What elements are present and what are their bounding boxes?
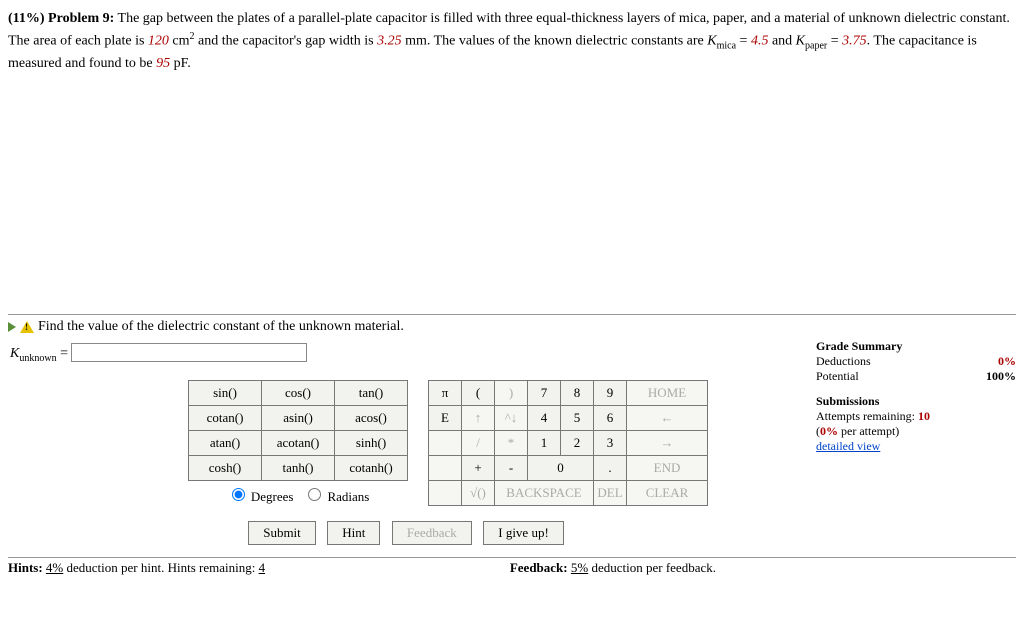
fn-sinh[interactable]: sinh() (335, 431, 408, 456)
submit-button[interactable]: Submit (248, 521, 316, 545)
number-pad: π ( ) 7 8 9 HOME E ↑ ^↓ 4 5 6 ← (428, 380, 708, 506)
key-7[interactable]: 7 (528, 381, 561, 406)
key-home[interactable]: HOME (627, 381, 708, 406)
action-buttons: Submit Hint Feedback I give up! (8, 521, 804, 545)
key-mul[interactable]: * (495, 431, 528, 456)
part-header: Find the value of the dielectric constan… (8, 314, 1016, 337)
key-blank2 (429, 456, 462, 481)
key-backspace[interactable]: BACKSPACE (495, 481, 594, 506)
warning-icon (20, 321, 34, 333)
fn-tan[interactable]: tan() (335, 381, 408, 406)
mode-radians[interactable]: Radians (303, 489, 369, 504)
key-end[interactable]: END (627, 456, 708, 481)
key-0[interactable]: 0 (528, 456, 594, 481)
key-1[interactable]: 1 (528, 431, 561, 456)
key-5[interactable]: 5 (561, 406, 594, 431)
key-lparen[interactable]: ( (462, 381, 495, 406)
key-dot[interactable]: . (594, 456, 627, 481)
fn-cotanh[interactable]: cotanh() (335, 456, 408, 481)
key-minus[interactable]: - (495, 456, 528, 481)
key-4[interactable]: 4 (528, 406, 561, 431)
key-8[interactable]: 8 (561, 381, 594, 406)
key-clear[interactable]: CLEAR (627, 481, 708, 506)
key-down[interactable]: ^↓ (495, 406, 528, 431)
fn-tanh[interactable]: tanh() (262, 456, 335, 481)
key-6[interactable]: 6 (594, 406, 627, 431)
play-icon[interactable] (8, 322, 16, 332)
mode-degrees[interactable]: Degrees (227, 489, 294, 504)
key-9[interactable]: 9 (594, 381, 627, 406)
function-pad: sin() cos() tan() cotan() asin() acos() … (188, 380, 408, 507)
key-blank1 (429, 431, 462, 456)
key-blank3 (429, 481, 462, 506)
grade-summary: Grade Summary Deductions0% Potential100%… (816, 337, 1016, 454)
fn-cotan[interactable]: cotan() (189, 406, 262, 431)
fn-cos[interactable]: cos() (262, 381, 335, 406)
feedback-button[interactable]: Feedback (392, 521, 472, 545)
fn-acos[interactable]: acos() (335, 406, 408, 431)
key-e[interactable]: E (429, 406, 462, 431)
key-up[interactable]: ↑ (462, 406, 495, 431)
key-right[interactable]: → (627, 431, 708, 456)
detailed-view-link[interactable]: detailed view (816, 439, 1016, 454)
key-del[interactable]: DEL (594, 481, 627, 506)
fn-sin[interactable]: sin() (189, 381, 262, 406)
key-3[interactable]: 3 (594, 431, 627, 456)
hints-footer: Hints: 4% deduction per hint. Hints rema… (8, 558, 1016, 576)
answer-row: Kunknown = (8, 337, 804, 368)
key-left[interactable]: ← (627, 406, 708, 431)
giveup-button[interactable]: I give up! (483, 521, 564, 545)
part-prompt: Find the value of the dielectric constan… (38, 319, 404, 335)
problem-label: (11%) Problem 9: (8, 11, 114, 26)
key-div[interactable]: / (462, 431, 495, 456)
key-plus[interactable]: + (462, 456, 495, 481)
key-rparen[interactable]: ) (495, 381, 528, 406)
key-2[interactable]: 2 (561, 431, 594, 456)
key-pi[interactable]: π (429, 381, 462, 406)
fn-atan[interactable]: atan() (189, 431, 262, 456)
fn-asin[interactable]: asin() (262, 406, 335, 431)
fn-acotan[interactable]: acotan() (262, 431, 335, 456)
hint-button[interactable]: Hint (327, 521, 380, 545)
angle-mode: Degrees Radians (189, 481, 408, 508)
key-sqrt[interactable]: √() (462, 481, 495, 506)
problem-statement: (11%) Problem 9: The gap between the pla… (8, 8, 1016, 74)
answer-input[interactable] (71, 343, 307, 362)
fn-cosh[interactable]: cosh() (189, 456, 262, 481)
